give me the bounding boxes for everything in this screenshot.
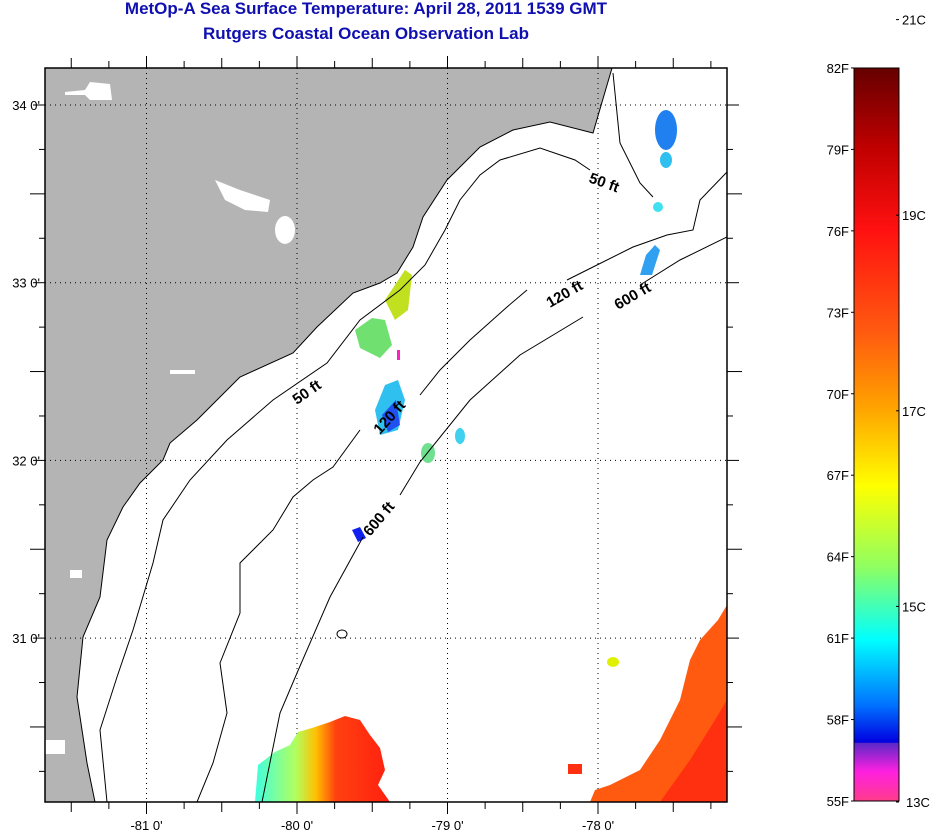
map-subtitle: Rutgers Coastal Ocean Observation Lab [203,24,529,43]
colorbar-label-c: 19C [902,208,926,223]
graticule [45,68,727,802]
land [45,68,613,802]
lat-tick-label: 33 0' [12,276,40,291]
colorbar-label-c: 17C [902,404,926,419]
lat-tick-label: 32 0' [12,453,40,468]
colorbar-label-f: 70F [827,387,849,402]
colorbar-label-c: 21C [902,13,926,28]
lon-tick-label: -79 0' [431,818,463,832]
cloud-mask [45,82,295,754]
colorbar-label-f: 82F [827,61,849,76]
lon-tick-label: -78 0' [582,818,614,832]
map-frame [44,67,728,803]
colorbar-label-f: 64F [827,550,849,565]
colorbar-label-c: 15C [902,599,926,614]
colorbar-label-f: 67F [827,468,849,483]
axis-ticks [30,56,742,814]
colorbar-label-f: 73F [827,305,849,320]
colorbar-label-f: 79F [827,142,849,157]
lat-tick-label: 34 0' [12,98,40,113]
colorbar-label-f: 58F [827,713,849,728]
lon-tick-label: -80 0' [281,818,313,832]
colorbar-label-c: 13C [906,795,930,810]
colorbar [853,67,900,802]
isobaths [99,72,727,802]
colorbar-label-f: 61F [827,631,849,646]
lat-tick-label: 31 0' [12,631,40,646]
colorbar-label-f: 76F [827,224,849,239]
isobath-600ft [261,236,727,802]
lon-tick-label: -81 0' [130,818,162,832]
sst-patches [255,110,727,802]
isobath-50ft [99,72,654,802]
map-title: MetOp-A Sea Surface Temperature: April 2… [124,0,608,18]
colorbar-label-f: 55F [827,794,849,809]
isobath-120ft [196,171,727,802]
